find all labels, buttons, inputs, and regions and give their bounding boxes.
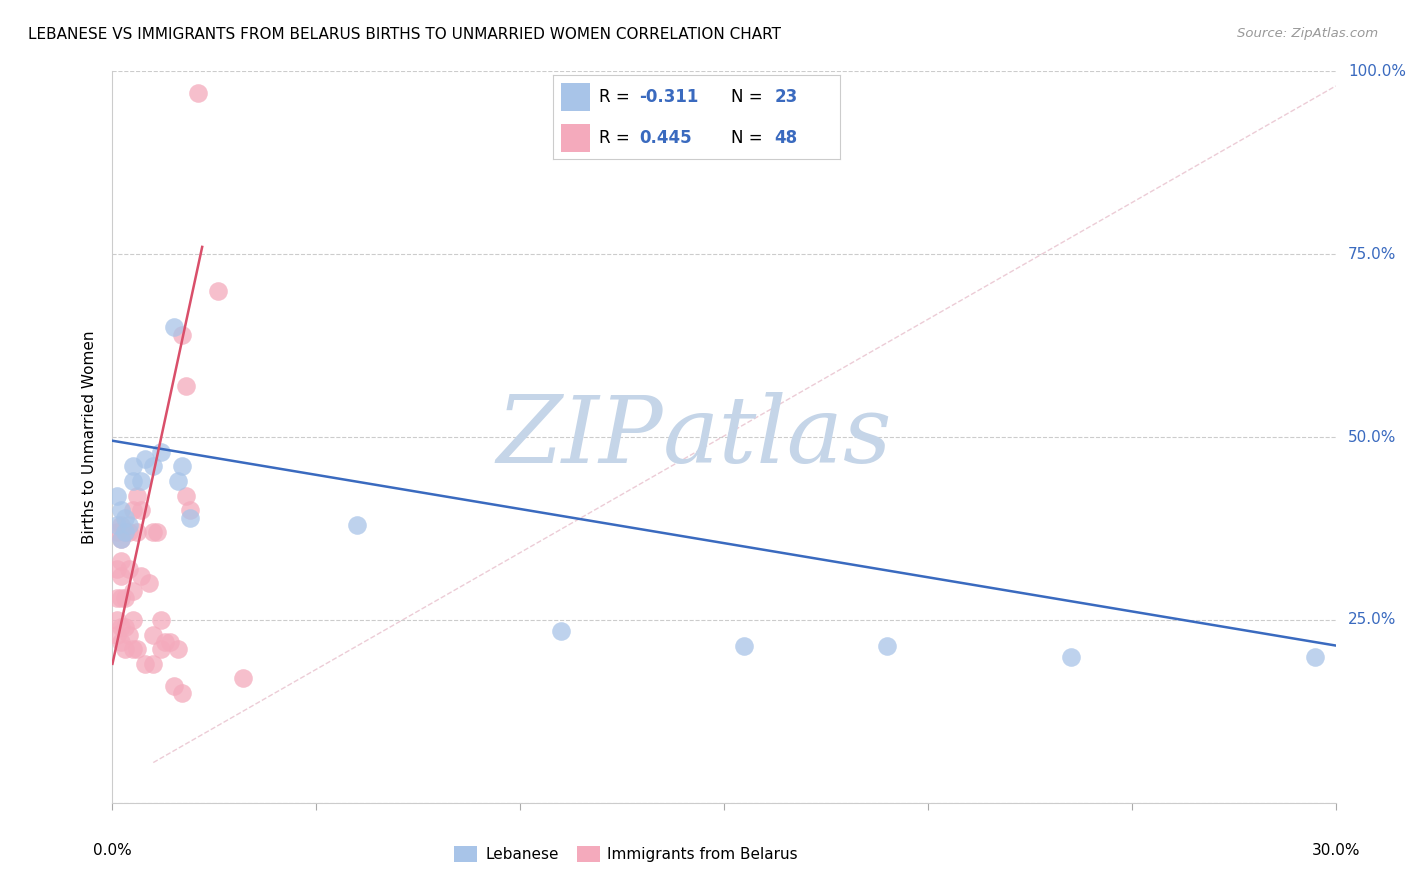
- Point: [232, 672, 254, 686]
- Point: [170, 459, 193, 474]
- Text: 0.0%: 0.0%: [93, 843, 132, 858]
- Point: [110, 591, 132, 605]
- Point: [110, 569, 132, 583]
- Point: [134, 452, 156, 467]
- Point: [118, 562, 141, 576]
- Point: [129, 569, 152, 583]
- Point: [122, 503, 145, 517]
- Point: [118, 517, 141, 532]
- Point: [734, 639, 756, 653]
- Point: [105, 517, 128, 532]
- Point: [105, 562, 128, 576]
- Point: [122, 642, 145, 657]
- Point: [110, 635, 132, 649]
- Point: [166, 642, 188, 657]
- Point: [118, 627, 141, 641]
- Point: [179, 503, 201, 517]
- Text: 30.0%: 30.0%: [1312, 843, 1360, 858]
- Point: [142, 459, 165, 474]
- Point: [134, 657, 156, 671]
- Point: [110, 554, 132, 568]
- Point: [110, 533, 132, 547]
- Point: [125, 525, 148, 540]
- Point: [174, 489, 197, 503]
- Point: [166, 474, 188, 488]
- Point: [150, 642, 173, 657]
- Point: [122, 459, 145, 474]
- Point: [114, 642, 136, 657]
- Point: [105, 613, 128, 627]
- Point: [207, 284, 229, 298]
- Point: [118, 525, 141, 540]
- Point: [105, 591, 128, 605]
- Point: [142, 525, 165, 540]
- Point: [114, 525, 136, 540]
- Point: [163, 679, 186, 693]
- Point: [146, 525, 169, 540]
- Point: [142, 657, 165, 671]
- Text: 50.0%: 50.0%: [1348, 430, 1396, 444]
- Point: [122, 474, 145, 488]
- Point: [170, 327, 193, 342]
- Point: [142, 627, 165, 641]
- Point: [163, 320, 186, 334]
- Legend: Lebanese, Immigrants from Belarus: Lebanese, Immigrants from Belarus: [449, 840, 804, 868]
- Point: [1060, 649, 1083, 664]
- Point: [150, 444, 173, 458]
- Point: [155, 635, 177, 649]
- Point: [105, 489, 128, 503]
- Point: [114, 620, 136, 634]
- Point: [125, 642, 148, 657]
- Text: 100.0%: 100.0%: [1348, 64, 1406, 78]
- Point: [105, 627, 128, 641]
- Point: [129, 503, 152, 517]
- Point: [114, 525, 136, 540]
- Point: [174, 379, 197, 393]
- Point: [110, 533, 132, 547]
- Point: [114, 510, 136, 524]
- Point: [110, 503, 132, 517]
- Point: [114, 591, 136, 605]
- Point: [110, 517, 132, 532]
- Point: [159, 635, 181, 649]
- Point: [550, 624, 572, 638]
- Text: ZIP: ZIP: [496, 392, 664, 482]
- Point: [110, 620, 132, 634]
- Point: [876, 639, 898, 653]
- Text: atlas: atlas: [664, 392, 893, 482]
- Point: [1305, 649, 1327, 664]
- Y-axis label: Births to Unmarried Women: Births to Unmarried Women: [82, 330, 97, 544]
- Point: [122, 613, 145, 627]
- Point: [105, 525, 128, 540]
- Point: [129, 474, 152, 488]
- Text: 25.0%: 25.0%: [1348, 613, 1396, 627]
- Point: [122, 583, 145, 598]
- Point: [179, 510, 201, 524]
- Point: [346, 517, 368, 532]
- Point: [138, 576, 160, 591]
- Text: LEBANESE VS IMMIGRANTS FROM BELARUS BIRTHS TO UNMARRIED WOMEN CORRELATION CHART: LEBANESE VS IMMIGRANTS FROM BELARUS BIRT…: [28, 27, 782, 42]
- Point: [150, 613, 173, 627]
- Point: [170, 686, 193, 700]
- Text: 75.0%: 75.0%: [1348, 247, 1396, 261]
- Point: [187, 87, 209, 101]
- Point: [125, 489, 148, 503]
- Text: Source: ZipAtlas.com: Source: ZipAtlas.com: [1237, 27, 1378, 40]
